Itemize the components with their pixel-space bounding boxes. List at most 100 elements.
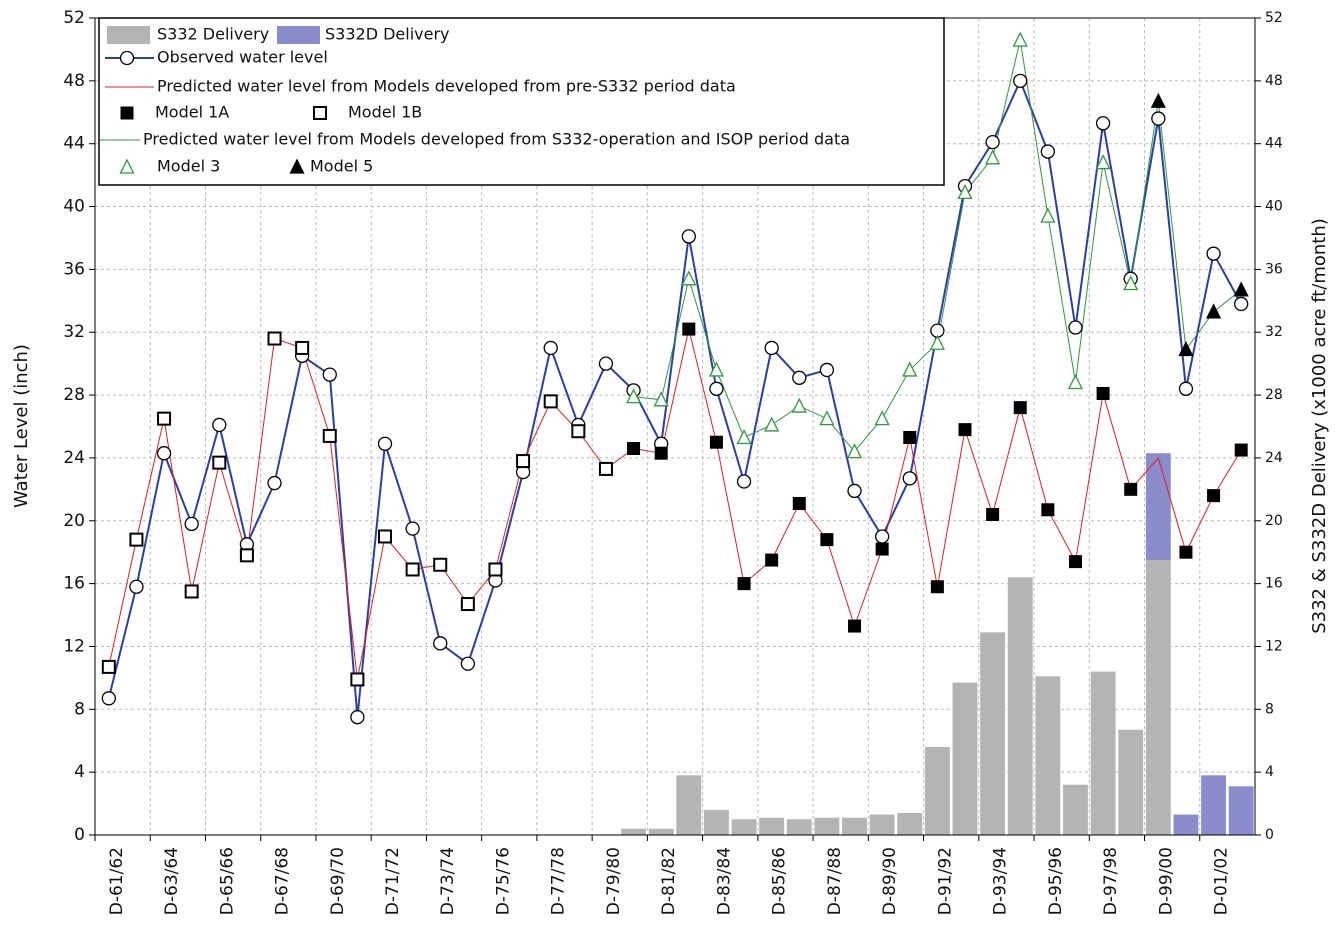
y2-tick-label: 52 bbox=[1265, 10, 1283, 26]
marker-square bbox=[792, 496, 806, 510]
y-tick-label: 48 bbox=[63, 71, 85, 91]
marker-square bbox=[295, 340, 310, 355]
y-tick-label: 0 bbox=[74, 825, 85, 845]
bar bbox=[704, 809, 729, 835]
y2-tick-label: 16 bbox=[1265, 576, 1283, 592]
y2-tick-label: 0 bbox=[1265, 827, 1274, 843]
bar bbox=[980, 632, 1006, 835]
y2-tick-label: 20 bbox=[1265, 513, 1283, 529]
marker-square bbox=[1096, 387, 1110, 401]
bar bbox=[648, 828, 674, 835]
marker-triangle bbox=[653, 391, 669, 407]
marker-triangle bbox=[626, 388, 642, 404]
y-tick-label: 4 bbox=[74, 762, 85, 782]
marker-triangle bbox=[846, 443, 863, 459]
marker-triangle bbox=[681, 270, 697, 286]
y-tick-label: 40 bbox=[63, 197, 85, 217]
bar bbox=[759, 817, 785, 835]
bar bbox=[621, 828, 646, 835]
marker-circle bbox=[433, 636, 448, 651]
marker-circle bbox=[350, 710, 365, 725]
marker-square bbox=[378, 529, 392, 544]
y2-tick-label: 24 bbox=[1265, 450, 1283, 466]
x-tick-label: D-83/84 bbox=[714, 847, 734, 915]
marker-square bbox=[184, 584, 199, 599]
x-tick-label: D-87/88 bbox=[825, 847, 845, 915]
legend-label: Model 1B bbox=[348, 103, 422, 122]
x-tick-label: D-85/86 bbox=[770, 847, 790, 915]
legend-label: Observed water level bbox=[157, 48, 328, 67]
legend-label: S332 Delivery bbox=[157, 25, 269, 44]
legend-label: S332D Delivery bbox=[325, 25, 450, 44]
bar bbox=[1228, 786, 1254, 835]
marker-square bbox=[1234, 443, 1248, 457]
bar bbox=[869, 814, 895, 835]
marker-square bbox=[433, 557, 448, 572]
y2-tick-label: 28 bbox=[1265, 387, 1283, 403]
y2-tick-label: 36 bbox=[1265, 261, 1283, 277]
marker-square bbox=[405, 562, 420, 577]
marker-square bbox=[322, 428, 337, 443]
y2-tick-label: 48 bbox=[1265, 73, 1283, 89]
y-tick-label: 52 bbox=[63, 8, 85, 28]
marker-square bbox=[1041, 503, 1055, 517]
bar bbox=[1145, 453, 1171, 561]
legend-label: Model 3 bbox=[157, 157, 220, 176]
marker-circle bbox=[543, 340, 558, 356]
marker-square bbox=[157, 411, 172, 426]
y-tick-label: 20 bbox=[63, 511, 85, 531]
marker-square bbox=[1068, 555, 1082, 569]
x-tick-label: D-71/72 bbox=[383, 847, 403, 915]
marker-circle bbox=[1206, 246, 1221, 261]
marker-square bbox=[737, 577, 751, 591]
bar bbox=[952, 682, 978, 835]
line bbox=[108, 328, 1242, 680]
marker-triangle bbox=[1206, 303, 1222, 319]
marker-square bbox=[120, 106, 134, 120]
x-tick-label: D-73/74 bbox=[438, 847, 458, 915]
x-tick-label: D-99/00 bbox=[1156, 847, 1176, 915]
marker-circle bbox=[156, 446, 172, 461]
y2-axis-label: S332 & S332D Delivery (x1000 acre ft/mon… bbox=[1309, 218, 1330, 634]
y2-tick-label: 32 bbox=[1265, 324, 1283, 340]
x-tick-label: D-93/94 bbox=[991, 847, 1011, 915]
marker-triangle bbox=[1233, 281, 1249, 297]
marker-square bbox=[516, 454, 531, 469]
bar bbox=[1007, 577, 1033, 835]
bar bbox=[842, 817, 867, 835]
marker-square bbox=[212, 455, 227, 470]
marker-triangle bbox=[957, 183, 973, 200]
marker-triangle bbox=[791, 397, 807, 413]
marker-circle bbox=[267, 475, 282, 491]
y-tick-label: 24 bbox=[63, 448, 85, 468]
marker-circle bbox=[792, 370, 807, 385]
x-tick-label: D-77/78 bbox=[549, 847, 569, 915]
bar bbox=[924, 747, 950, 835]
marker-circle bbox=[764, 340, 779, 356]
marker-circle bbox=[902, 471, 917, 486]
bar bbox=[786, 819, 812, 835]
marker-square bbox=[1207, 489, 1221, 503]
marker-square bbox=[129, 532, 144, 547]
marker-triangle bbox=[874, 410, 890, 426]
bar bbox=[731, 819, 757, 835]
marker-square bbox=[598, 461, 613, 476]
marker-triangle bbox=[1178, 341, 1194, 357]
markers bbox=[101, 31, 1249, 725]
legend-swatch bbox=[107, 26, 150, 44]
x-tick-label: D-81/82 bbox=[659, 847, 679, 915]
marker-square bbox=[571, 424, 586, 439]
marker-triangle bbox=[1012, 31, 1028, 47]
marker-square bbox=[627, 441, 641, 455]
marker-circle bbox=[1095, 116, 1111, 131]
x-tick-label: D-01/02 bbox=[1212, 847, 1232, 915]
marker-triangle bbox=[1067, 374, 1084, 390]
marker-triangle bbox=[764, 416, 780, 432]
marker-square bbox=[958, 423, 972, 437]
marker-circle bbox=[1151, 111, 1166, 126]
bar bbox=[1063, 784, 1088, 835]
y2-tick-label: 44 bbox=[1265, 136, 1283, 152]
marker-triangle bbox=[1150, 92, 1166, 108]
marker-circle bbox=[1234, 296, 1249, 312]
marker-triangle bbox=[289, 158, 305, 174]
